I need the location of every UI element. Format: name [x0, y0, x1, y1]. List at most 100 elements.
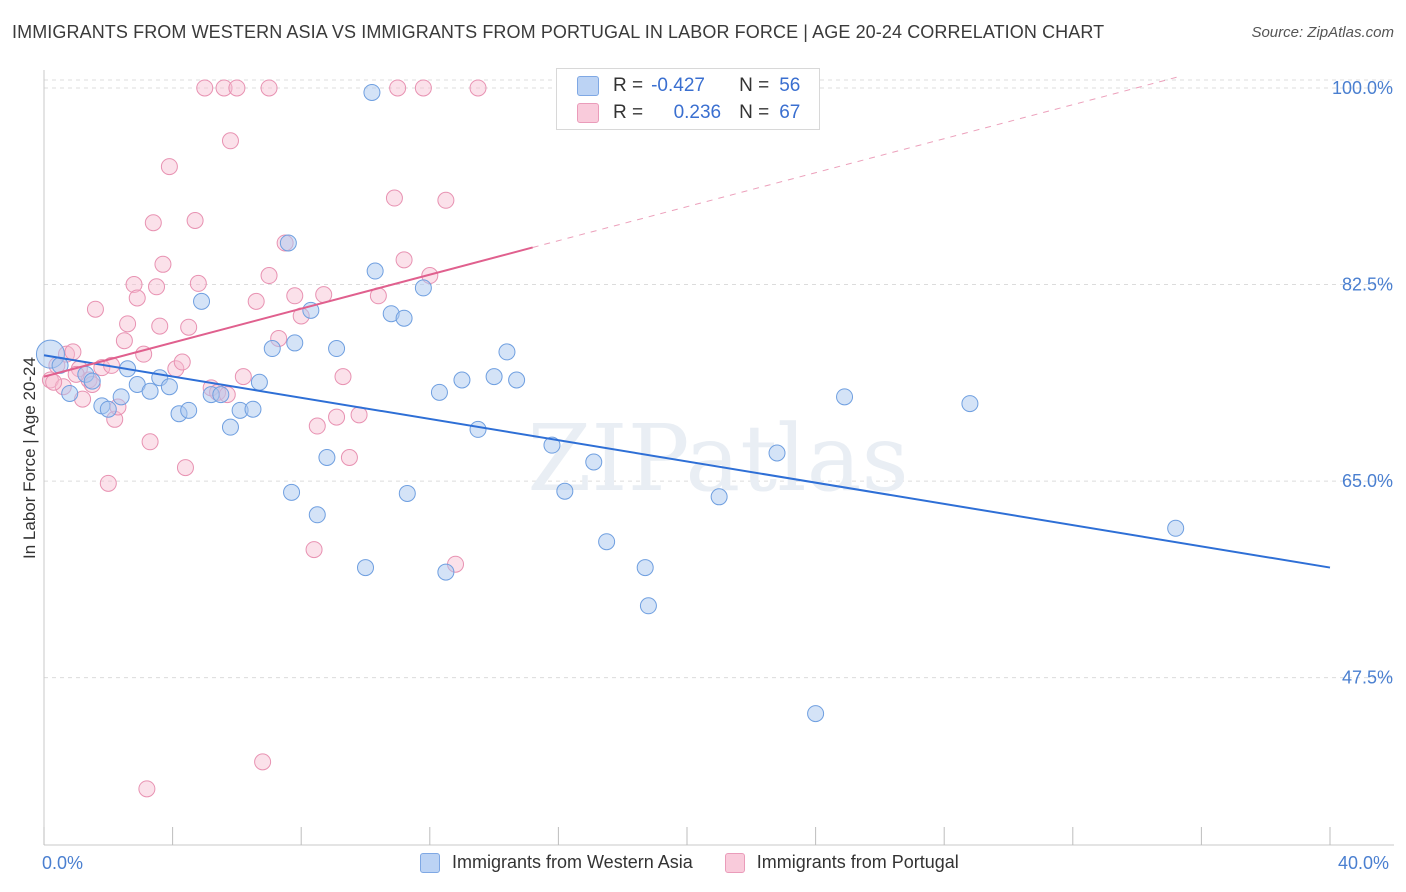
- data-point-portugal: [260, 79, 278, 97]
- y-tick-label: 47.5%: [1342, 668, 1393, 688]
- data-point-western-asia: [807, 705, 825, 723]
- stats-r-value: 0.236: [673, 102, 722, 123]
- data-point-portugal: [196, 79, 214, 97]
- axes: [43, 70, 1394, 846]
- data-point-western-asia: [437, 563, 455, 581]
- data-point-western-asia: [263, 340, 281, 358]
- data-point-portugal: [414, 79, 432, 97]
- legend-item-western-asia: Immigrants from Western Asia: [420, 852, 693, 873]
- data-point-western-asia: [112, 388, 130, 406]
- trend-line-portugal-extension: [532, 76, 1179, 248]
- stats-n-label: N =: [739, 75, 770, 96]
- data-point-portugal: [385, 189, 403, 207]
- data-point-western-asia: [141, 382, 159, 400]
- data-point-portugal: [254, 753, 272, 771]
- data-point-portugal: [308, 417, 326, 435]
- series-western-asia-points: [35, 83, 1185, 723]
- stats-r-value: -0.427: [651, 75, 705, 96]
- series-portugal-points: [41, 79, 487, 798]
- data-point-portugal: [64, 343, 82, 361]
- data-point-portugal: [86, 300, 104, 318]
- trend-lines: [43, 76, 1331, 569]
- data-point-western-asia: [160, 378, 178, 396]
- data-point-portugal: [247, 292, 265, 310]
- data-point-western-asia: [585, 453, 603, 471]
- data-point-portugal: [154, 255, 172, 273]
- data-point-portugal: [45, 373, 63, 391]
- data-point-portugal: [389, 79, 407, 97]
- data-point-portugal: [141, 433, 159, 451]
- x-tick-label-max: 40.0%: [1338, 853, 1390, 873]
- data-point-western-asia: [61, 384, 79, 402]
- data-point-portugal: [115, 332, 133, 350]
- data-point-portugal: [173, 353, 191, 371]
- trend-line-portugal: [43, 246, 533, 378]
- stats-row-portugal: R = 0.236 N = 67: [577, 101, 800, 125]
- data-point-western-asia: [639, 597, 657, 615]
- data-point-portugal: [99, 474, 117, 492]
- legend-swatch-portugal: [724, 852, 745, 873]
- data-point-portugal: [186, 212, 204, 230]
- data-point-portugal: [151, 317, 169, 335]
- legend-label-portugal: Immigrants from Portugal: [756, 852, 959, 872]
- y-axis-title: In Labor Force | Age 20-24: [20, 357, 39, 559]
- data-point-portugal: [469, 79, 487, 97]
- data-point-western-asia: [961, 395, 979, 413]
- data-point-western-asia: [498, 343, 516, 361]
- stats-n-value: 67: [779, 102, 801, 123]
- stats-legend: R = -0.427 N = 56 R = 0.236 N = 67: [556, 68, 820, 130]
- stats-r-label: R =: [613, 75, 644, 96]
- data-point-western-asia: [328, 340, 346, 358]
- data-point-western-asia: [357, 559, 374, 577]
- data-point-portugal: [119, 315, 137, 333]
- data-point-western-asia: [221, 418, 239, 436]
- data-point-portugal: [260, 267, 278, 285]
- data-point-western-asia: [193, 292, 211, 310]
- data-point-portugal: [128, 289, 146, 307]
- data-point-western-asia: [212, 386, 230, 404]
- data-point-portugal: [340, 449, 358, 466]
- data-point-western-asia: [836, 388, 854, 406]
- chart-title: IMMIGRANTS FROM WESTERN ASIA VS IMMIGRAN…: [12, 22, 1105, 42]
- data-point-western-asia: [469, 420, 487, 438]
- data-point-portugal: [234, 368, 252, 386]
- data-point-portugal: [215, 79, 233, 97]
- data-point-western-asia: [366, 262, 384, 280]
- data-point-portugal: [144, 214, 162, 232]
- stats-n-label: N =: [739, 102, 770, 123]
- data-point-western-asia: [318, 449, 336, 466]
- data-point-western-asia: [453, 371, 471, 389]
- data-point-portugal: [189, 274, 207, 292]
- source-label: Source: ZipAtlas.com: [1251, 24, 1394, 41]
- x-tick-label-min: 0.0%: [42, 853, 84, 873]
- data-point-western-asia: [250, 373, 268, 391]
- data-point-portugal: [160, 158, 178, 176]
- data-point-portugal: [176, 459, 194, 477]
- data-point-portugal: [437, 191, 455, 209]
- data-point-portugal: [334, 368, 352, 386]
- stats-swatch-portugal: [577, 103, 599, 123]
- y-tick-label: 100.0%: [1332, 78, 1393, 98]
- data-point-western-asia: [395, 309, 413, 327]
- data-point-western-asia: [99, 400, 117, 418]
- data-point-western-asia: [363, 83, 381, 101]
- data-point-western-asia: [1167, 519, 1185, 537]
- stats-n-value: 56: [779, 75, 801, 96]
- legend-label-western-asia: Immigrants from Western Asia: [452, 852, 693, 872]
- data-point-western-asia: [279, 234, 297, 252]
- stats-row-western-asia: R = -0.427 N = 56: [577, 74, 800, 98]
- data-point-western-asia: [598, 533, 616, 551]
- data-point-western-asia: [180, 401, 198, 419]
- data-point-western-asia: [636, 559, 654, 577]
- y-tick-label: 65.0%: [1342, 471, 1393, 491]
- data-point-portugal: [180, 318, 198, 336]
- data-point-western-asia: [543, 436, 561, 454]
- data-point-portugal: [328, 408, 346, 426]
- legend-swatch-western-asia: [420, 852, 440, 873]
- data-point-western-asia: [485, 368, 503, 386]
- data-point-western-asia: [83, 372, 101, 390]
- data-point-portugal: [228, 79, 246, 97]
- y-tick-label: 82.5%: [1342, 275, 1393, 295]
- data-point-portugal: [286, 287, 304, 305]
